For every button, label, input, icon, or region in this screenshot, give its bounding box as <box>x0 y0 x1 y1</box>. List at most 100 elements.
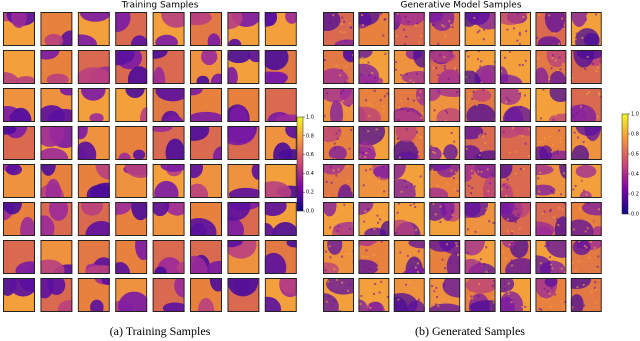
image-noise <box>473 17 476 20</box>
image-noise <box>502 178 505 181</box>
image-noise <box>583 244 586 247</box>
image-noise <box>521 305 524 308</box>
image-frame <box>115 88 148 122</box>
image-frame <box>464 278 496 312</box>
image-noise <box>598 83 601 84</box>
image-noise <box>479 133 482 136</box>
image-noise <box>537 177 540 180</box>
image-noise <box>509 209 512 212</box>
image-noise <box>574 38 577 41</box>
image-noise <box>572 27 575 30</box>
image-frame <box>535 126 567 160</box>
image-blob <box>464 70 482 84</box>
image-frame <box>358 88 390 122</box>
image-blob <box>549 88 567 103</box>
sample-image <box>77 164 110 198</box>
sample-image <box>570 240 602 274</box>
image-noise <box>560 140 563 143</box>
image-noise <box>543 287 546 290</box>
sample-image <box>323 164 354 198</box>
sample-image <box>429 240 461 274</box>
image-noise <box>418 136 421 139</box>
image-noise <box>548 135 551 138</box>
image-blob <box>90 299 104 312</box>
image-frame <box>264 202 297 236</box>
image-blob <box>358 106 381 122</box>
image-noise <box>337 168 340 171</box>
image-frame <box>227 202 260 236</box>
image-frame <box>393 240 425 274</box>
image-noise <box>347 112 350 115</box>
sample-image <box>464 126 496 160</box>
image-noise <box>588 136 591 139</box>
image-noise <box>586 51 589 54</box>
image-blob <box>3 202 22 215</box>
colorbar-tick-label: 1.0 <box>631 112 639 118</box>
image-noise <box>407 97 410 100</box>
sample-image <box>464 240 496 274</box>
image-noise <box>470 192 473 195</box>
sample-image <box>535 50 567 84</box>
image-noise <box>383 110 386 113</box>
image-blob <box>115 50 135 66</box>
image-noise <box>362 164 365 167</box>
image-noise <box>548 78 551 81</box>
image-blob <box>393 139 418 160</box>
image-noise <box>374 76 377 79</box>
image-noise <box>336 229 339 232</box>
image-noise <box>361 255 364 258</box>
image-noise <box>343 31 346 34</box>
image-noise <box>500 45 503 46</box>
image-noise <box>483 28 486 31</box>
image-blob <box>81 202 103 216</box>
image-noise <box>585 246 588 249</box>
image-noise <box>364 156 367 159</box>
image-noise <box>578 51 581 54</box>
image-noise <box>444 34 447 37</box>
colorbar-tick-label: 0.4 <box>306 171 314 177</box>
image-blob <box>115 261 131 274</box>
image-noise <box>406 290 409 293</box>
image-noise <box>520 105 523 108</box>
image-noise <box>363 225 366 228</box>
sample-image <box>152 126 185 160</box>
image-noise <box>562 182 565 185</box>
image-frame <box>152 202 185 236</box>
sample-image <box>227 278 260 312</box>
image-blob <box>212 146 222 160</box>
image-noise <box>365 249 368 252</box>
image-noise <box>520 266 523 269</box>
image-blob <box>483 176 496 198</box>
image-frame <box>152 240 185 274</box>
image-noise <box>502 131 505 134</box>
image-noise <box>446 111 449 114</box>
image-noise <box>489 182 492 185</box>
image-blob <box>15 261 35 274</box>
image-noise <box>329 166 332 169</box>
image-blob <box>575 164 597 178</box>
sample-image <box>152 278 185 312</box>
image-frame <box>358 50 390 84</box>
image-blob <box>210 73 222 84</box>
image-noise <box>326 92 329 95</box>
image-noise <box>587 202 590 205</box>
image-noise <box>395 259 398 262</box>
image-noise <box>478 262 481 265</box>
image-blob <box>358 240 378 246</box>
image-blob <box>118 152 131 160</box>
image-noise <box>486 168 489 171</box>
image-blob <box>44 33 64 46</box>
image-blob <box>323 202 337 217</box>
image-noise <box>414 24 417 27</box>
image-noise <box>455 180 458 183</box>
sample-image <box>40 126 73 160</box>
image-blob <box>559 164 567 179</box>
image-frame <box>570 50 602 84</box>
image-noise <box>577 260 580 263</box>
image-blob <box>227 66 238 84</box>
image-noise <box>573 228 576 231</box>
image-noise <box>382 105 385 108</box>
image-frame <box>323 164 354 198</box>
sample-image <box>393 202 425 236</box>
image-noise <box>578 207 581 210</box>
